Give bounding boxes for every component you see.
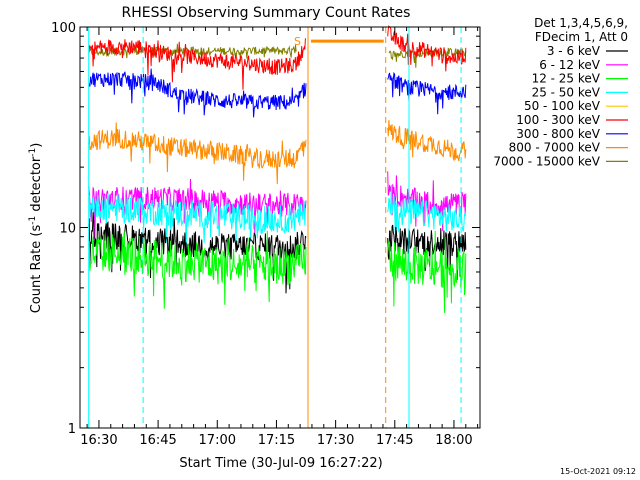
legend-label-0: 3 - 6 keV (547, 44, 601, 58)
legend-header-1: Det 1,3,4,5,6,9, (534, 16, 628, 30)
legend-label-8: 7000 - 15000 keV (493, 154, 600, 168)
x-tick-label-4: 17:30 (317, 433, 354, 448)
x-tick-label-5: 17:45 (376, 433, 413, 448)
chart-title: RHESSI Observing Summary Count Rates (122, 5, 411, 21)
y-tick-label-2: 100 (51, 21, 76, 36)
x-axis-label: Start Time (30-Jul-09 16:27:22) (179, 456, 382, 471)
y-axis-label: Count Rate (s-1 detector-1) (28, 143, 44, 314)
series-line-3-seg-1 (388, 120, 466, 161)
timestamp: 15-Oct-2021 09:12 (560, 467, 636, 476)
y-axis-label-tail: detector (29, 156, 44, 216)
series-line-2-seg-0 (89, 69, 306, 118)
series-line-0-seg-1 (389, 48, 466, 68)
legend-header-2: FDecim 1, Att 0 (535, 30, 628, 44)
y-tick-label-1: 10 (59, 222, 76, 237)
legend-label-2: 12 - 25 keV (532, 72, 601, 86)
legend-label-4: 50 - 100 keV (524, 99, 601, 113)
series-line-2-seg-1 (388, 73, 466, 114)
x-tick-label-6: 18:00 (435, 433, 472, 448)
x-tick-label-2: 17:00 (199, 433, 236, 448)
series-line-5-seg-1 (388, 185, 466, 233)
legend-label-6: 300 - 800 keV (516, 127, 600, 141)
saa-label: S (294, 35, 301, 48)
y-axis-label-sup: -1 (28, 216, 38, 225)
y-tick-label-0: 1 (68, 422, 76, 437)
plot-area: S (89, 26, 466, 428)
x-tick-label-3: 17:15 (258, 433, 295, 448)
legend-label-5: 100 - 300 keV (516, 113, 600, 127)
series-line-3-seg-0 (89, 122, 306, 184)
y-axis-label-sup2: -1 (28, 148, 38, 157)
x-tick-label-1: 16:45 (139, 433, 176, 448)
y-axis-label-main: Count Rate (s (29, 225, 44, 314)
y-axis-label-close: ) (29, 143, 44, 148)
legend: Det 1,3,4,5,6,9, FDecim 1, Att 0 3 - 6 k… (493, 16, 628, 168)
x-tick-label-0: 16:30 (80, 433, 117, 448)
legend-label-1: 6 - 12 keV (539, 58, 601, 72)
legend-label-3: 25 - 50 keV (532, 85, 601, 99)
legend-label-7: 800 - 7000 keV (509, 141, 601, 155)
